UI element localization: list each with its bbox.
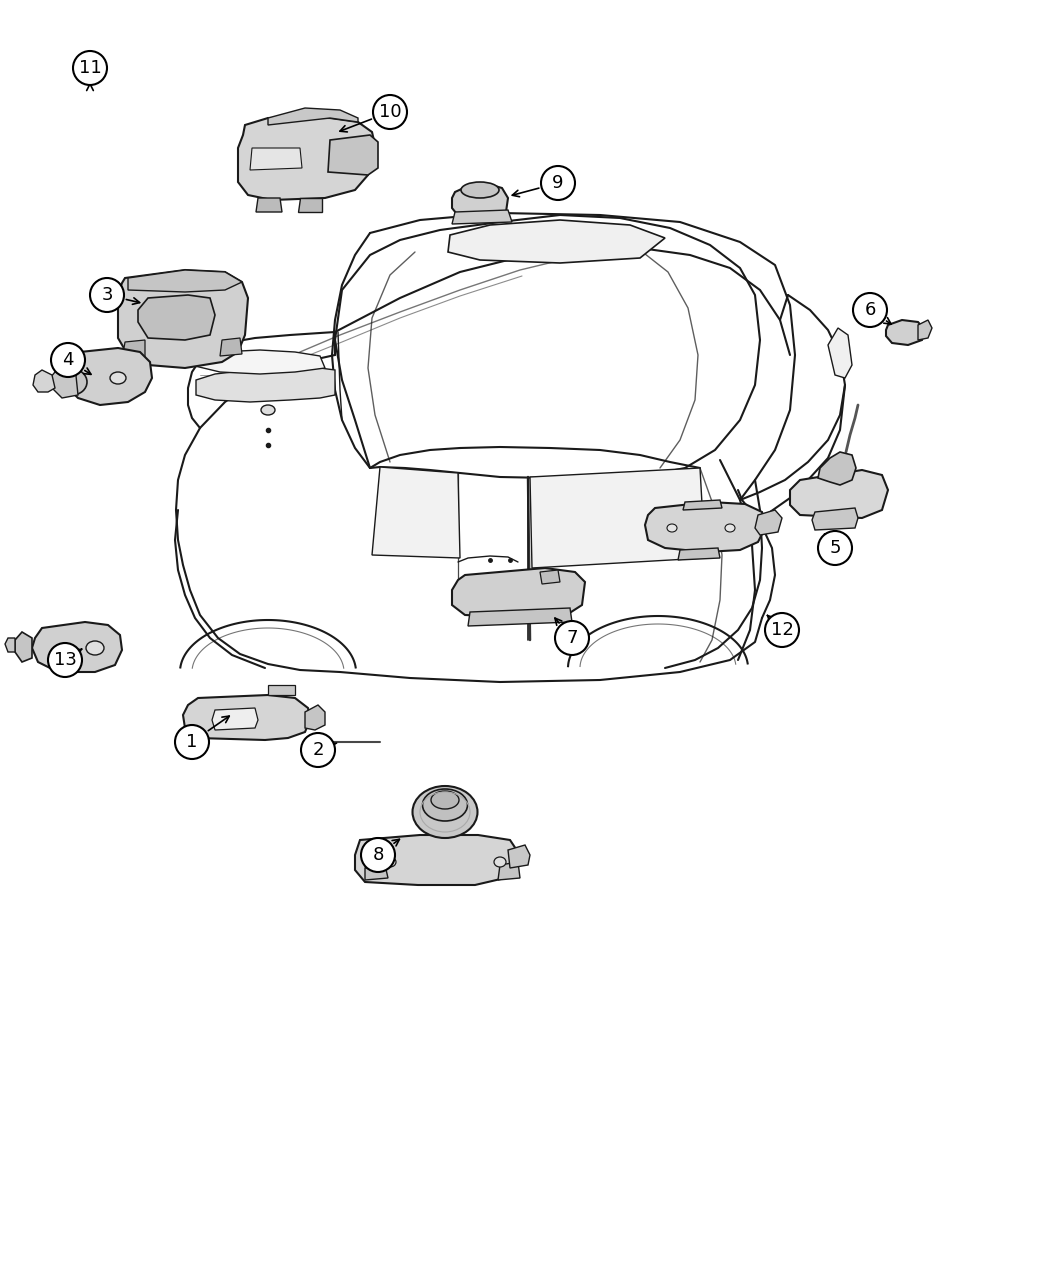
Text: 4: 4 [62,351,74,368]
Text: 2: 2 [312,741,323,759]
Polygon shape [183,695,310,739]
Polygon shape [355,835,518,885]
Ellipse shape [57,368,87,395]
Circle shape [175,725,209,759]
Polygon shape [268,685,295,695]
Polygon shape [540,570,560,584]
Polygon shape [372,467,460,558]
Polygon shape [118,270,248,368]
Polygon shape [508,845,530,868]
Ellipse shape [667,524,677,532]
Ellipse shape [422,789,467,821]
Text: 13: 13 [54,652,77,669]
Ellipse shape [384,857,396,867]
Text: 1: 1 [186,733,197,751]
Polygon shape [530,468,705,567]
Circle shape [74,51,107,85]
Ellipse shape [430,790,459,810]
Polygon shape [212,708,258,731]
Polygon shape [298,198,322,212]
Text: 8: 8 [373,847,383,864]
Ellipse shape [110,372,126,384]
Polygon shape [452,184,508,222]
Circle shape [48,643,82,677]
Circle shape [361,838,395,872]
Polygon shape [128,270,242,292]
Polygon shape [122,340,145,360]
Polygon shape [468,608,572,626]
Polygon shape [238,119,375,200]
Ellipse shape [494,857,506,867]
Text: 12: 12 [771,621,794,639]
Polygon shape [33,370,55,391]
Polygon shape [498,862,520,880]
Polygon shape [304,705,326,731]
Polygon shape [328,135,378,175]
Ellipse shape [461,182,499,198]
Circle shape [555,621,589,655]
Text: 7: 7 [566,629,578,646]
Polygon shape [5,638,15,652]
Circle shape [373,96,407,129]
Circle shape [301,733,335,768]
Circle shape [90,278,124,312]
Polygon shape [63,348,152,405]
Polygon shape [452,567,585,618]
Polygon shape [138,295,215,340]
Polygon shape [918,320,932,340]
Polygon shape [682,500,722,510]
Circle shape [818,530,852,565]
Ellipse shape [261,405,275,414]
Polygon shape [886,320,925,346]
Polygon shape [50,366,78,398]
Text: 11: 11 [79,59,102,76]
Polygon shape [365,864,388,880]
Polygon shape [32,622,122,672]
Polygon shape [15,632,32,662]
Polygon shape [220,338,242,356]
Polygon shape [818,453,856,484]
Ellipse shape [86,641,104,655]
Text: 3: 3 [101,286,112,303]
Polygon shape [452,210,512,224]
Polygon shape [196,368,335,402]
Text: 9: 9 [552,173,564,193]
Polygon shape [256,198,282,212]
Ellipse shape [413,785,478,838]
Polygon shape [755,510,782,536]
Polygon shape [645,502,765,552]
Polygon shape [790,470,888,518]
Text: 10: 10 [379,103,401,121]
Polygon shape [678,548,720,560]
Polygon shape [448,221,665,263]
Polygon shape [828,328,852,377]
Circle shape [765,613,799,646]
Circle shape [541,166,575,200]
Polygon shape [195,351,326,374]
Polygon shape [268,108,358,125]
Circle shape [51,343,85,377]
Polygon shape [250,148,302,170]
Ellipse shape [724,524,735,532]
Polygon shape [812,507,858,530]
Text: 5: 5 [830,539,841,557]
Text: 6: 6 [864,301,876,319]
Circle shape [853,293,887,326]
